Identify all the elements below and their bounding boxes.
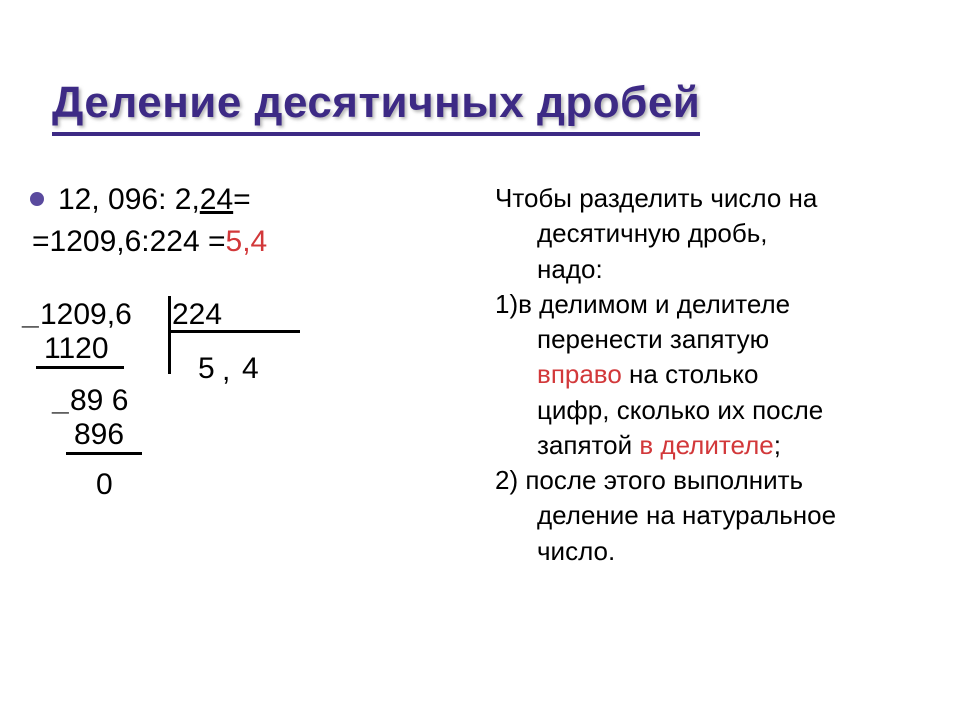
longdiv-dividend: 1209,6 xyxy=(40,300,132,330)
longdiv-divisor: 224 xyxy=(172,300,222,330)
eq1-post: = xyxy=(233,183,251,216)
right-column: Чтобы разделить число на десятичную дроб… xyxy=(495,182,930,570)
rule-1-line-d: цифр, сколько их после xyxy=(495,394,930,427)
rule-2-line-c: число. xyxy=(495,535,930,568)
rule-intro-2: десятичную дробь, xyxy=(495,217,930,250)
eq2-lhs: =1209,6:224 = xyxy=(32,225,226,258)
equation-line-2: =1209,6:224 =5,4 xyxy=(32,225,470,259)
rule-1-red-2: в делителе xyxy=(639,430,773,460)
slide: Деление десятичных дробей 12, 096: 2,24=… xyxy=(0,0,960,720)
equation-line-1: 12, 096: 2,24= xyxy=(30,180,470,219)
longdiv-rem2: 0 xyxy=(96,470,113,500)
eq2-result: 5,4 xyxy=(226,225,268,258)
rule-1-line-b: перенести запятую xyxy=(495,323,930,356)
equation-1-text: 12, 096: 2,24= xyxy=(58,180,251,219)
rule-intro-3: надо: xyxy=(495,253,930,286)
longdiv-quotient-comma: , xyxy=(222,356,230,386)
title-text: Деление десятичных дробей xyxy=(52,78,700,136)
rule-1-e-pre: запятой xyxy=(537,430,639,460)
rule-1-c-rest: на столько xyxy=(622,359,759,389)
rule-2-line-a: 2) после этого выполнить xyxy=(495,464,930,497)
longdiv-minus-1: _ xyxy=(22,300,39,330)
bullet-icon xyxy=(30,192,44,206)
left-column: 12, 096: 2,24= =1209,6:224 =5,4 xyxy=(30,180,470,259)
rule-1-red-1: вправо xyxy=(537,359,622,389)
longdiv-vline xyxy=(168,296,171,374)
longdiv-quotient-2: 4 xyxy=(242,354,259,384)
longdiv-minus-2: _ xyxy=(52,386,69,416)
longdiv-quotient-1: 5 xyxy=(198,354,215,384)
eq1-pre: 12, 096: 2, xyxy=(58,183,200,216)
slide-title: Деление десятичных дробей xyxy=(52,78,700,136)
rule-1-line-a: 1)в делимом и делителе xyxy=(495,288,930,321)
longdiv-hline-divisor xyxy=(168,330,300,333)
rule-1-line-c: вправо на столько xyxy=(495,358,930,391)
longdiv-sub2: 896 xyxy=(74,420,124,450)
longdiv-hline-2 xyxy=(66,452,142,455)
longdiv-hline-1 xyxy=(36,366,124,369)
rule-1-e-post: ; xyxy=(774,430,781,460)
eq1-underlined: 24 xyxy=(200,183,233,216)
longdiv-sub1: 1120 xyxy=(44,334,109,364)
rule-2-line-b: деление на натуральное xyxy=(495,499,930,532)
rule-1-line-e: запятой в делителе; xyxy=(495,429,930,462)
longdiv-rem1: 89 6 xyxy=(70,386,128,416)
rule-intro-1: Чтобы разделить число на xyxy=(495,182,930,215)
